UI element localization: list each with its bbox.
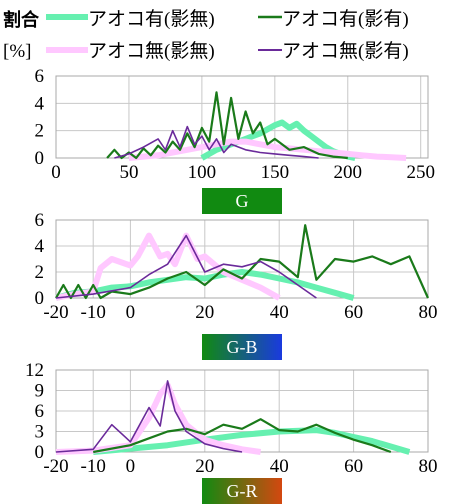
x-tick-label: 150 (261, 162, 290, 183)
x-tick-label: 80 (419, 456, 438, 477)
badge-g (202, 188, 282, 214)
legend-label-s3: アオコ無(影無) (88, 40, 215, 62)
series-line-s1 (55, 269, 355, 301)
x-tick-label: -20 (43, 302, 68, 323)
ylabel-main: 割合 (3, 9, 40, 31)
plot-frame (55, 219, 429, 299)
x-tick-label: 60 (344, 456, 363, 477)
x-tick-label: -10 (81, 456, 106, 477)
y-tick-label: 0 (35, 288, 45, 309)
series-line-s1 (200, 119, 356, 161)
series-line-s4 (55, 380, 243, 453)
y-tick-label: 2 (35, 121, 45, 142)
chart-g-b: -20 -10 0 20 40 60 80 0 2 4 6 (35, 210, 438, 323)
x-tick-label: 0 (126, 456, 136, 477)
y-tick-label: 2 (35, 262, 45, 283)
series-line-s4 (55, 234, 317, 299)
legend-label-s1: アオコ有(影無) (88, 8, 215, 30)
x-tick-label: 40 (270, 302, 289, 323)
legend: アオコ有(影無) アオコ有(影有) アオコ無(影無) アオコ無(影有) (46, 8, 409, 62)
y-tick-label: 3 (35, 422, 45, 443)
y-tick-label: 12 (25, 360, 44, 381)
legend-label-s4: アオコ無(影有) (282, 40, 409, 62)
x-tick-label: -10 (81, 302, 106, 323)
series-line-s3 (55, 232, 281, 301)
y-tick-label: 4 (35, 236, 45, 257)
x-tick-label: 250 (406, 162, 435, 183)
plot-frame (55, 75, 429, 159)
xlabel-g-b: G-B (227, 337, 258, 357)
series-line-s2 (55, 224, 430, 300)
y-tick-label: 4 (35, 93, 45, 114)
y-tick-label: 0 (35, 148, 45, 169)
x-tick-label: 60 (344, 302, 363, 323)
series-line-s4 (114, 125, 319, 159)
x-tick-label: 80 (419, 302, 438, 323)
legend-label-s2: アオコ有(影有) (282, 8, 409, 30)
y-tick-label: 9 (35, 381, 45, 402)
badge-g-r (202, 478, 282, 504)
y-tick-label: 0 (35, 442, 45, 463)
y-tick-label: 6 (35, 401, 45, 422)
x-tick-label: 50 (119, 162, 138, 183)
x-tick-label: 200 (334, 162, 363, 183)
series-line-s3 (128, 138, 407, 161)
x-tick-label: 20 (195, 456, 214, 477)
badge-g-b (202, 334, 282, 360)
series-line-s2 (106, 91, 348, 160)
ylabel-unit: [%] (3, 41, 31, 62)
x-tick-label: 20 (195, 302, 214, 323)
x-tick-label: -20 (43, 456, 68, 477)
x-tick-label: 40 (270, 456, 289, 477)
y-tick-label: 6 (35, 66, 45, 87)
series-line-s3 (55, 382, 262, 455)
x-tick-label: 100 (188, 162, 217, 183)
xlabel-g-r: G-R (227, 481, 258, 501)
x-tick-label: 0 (51, 162, 61, 183)
series-line-s2 (93, 418, 392, 454)
x-tick-label: 0 (126, 302, 136, 323)
xlabel-g: G (236, 191, 249, 211)
y-tick-label: 6 (35, 210, 45, 231)
